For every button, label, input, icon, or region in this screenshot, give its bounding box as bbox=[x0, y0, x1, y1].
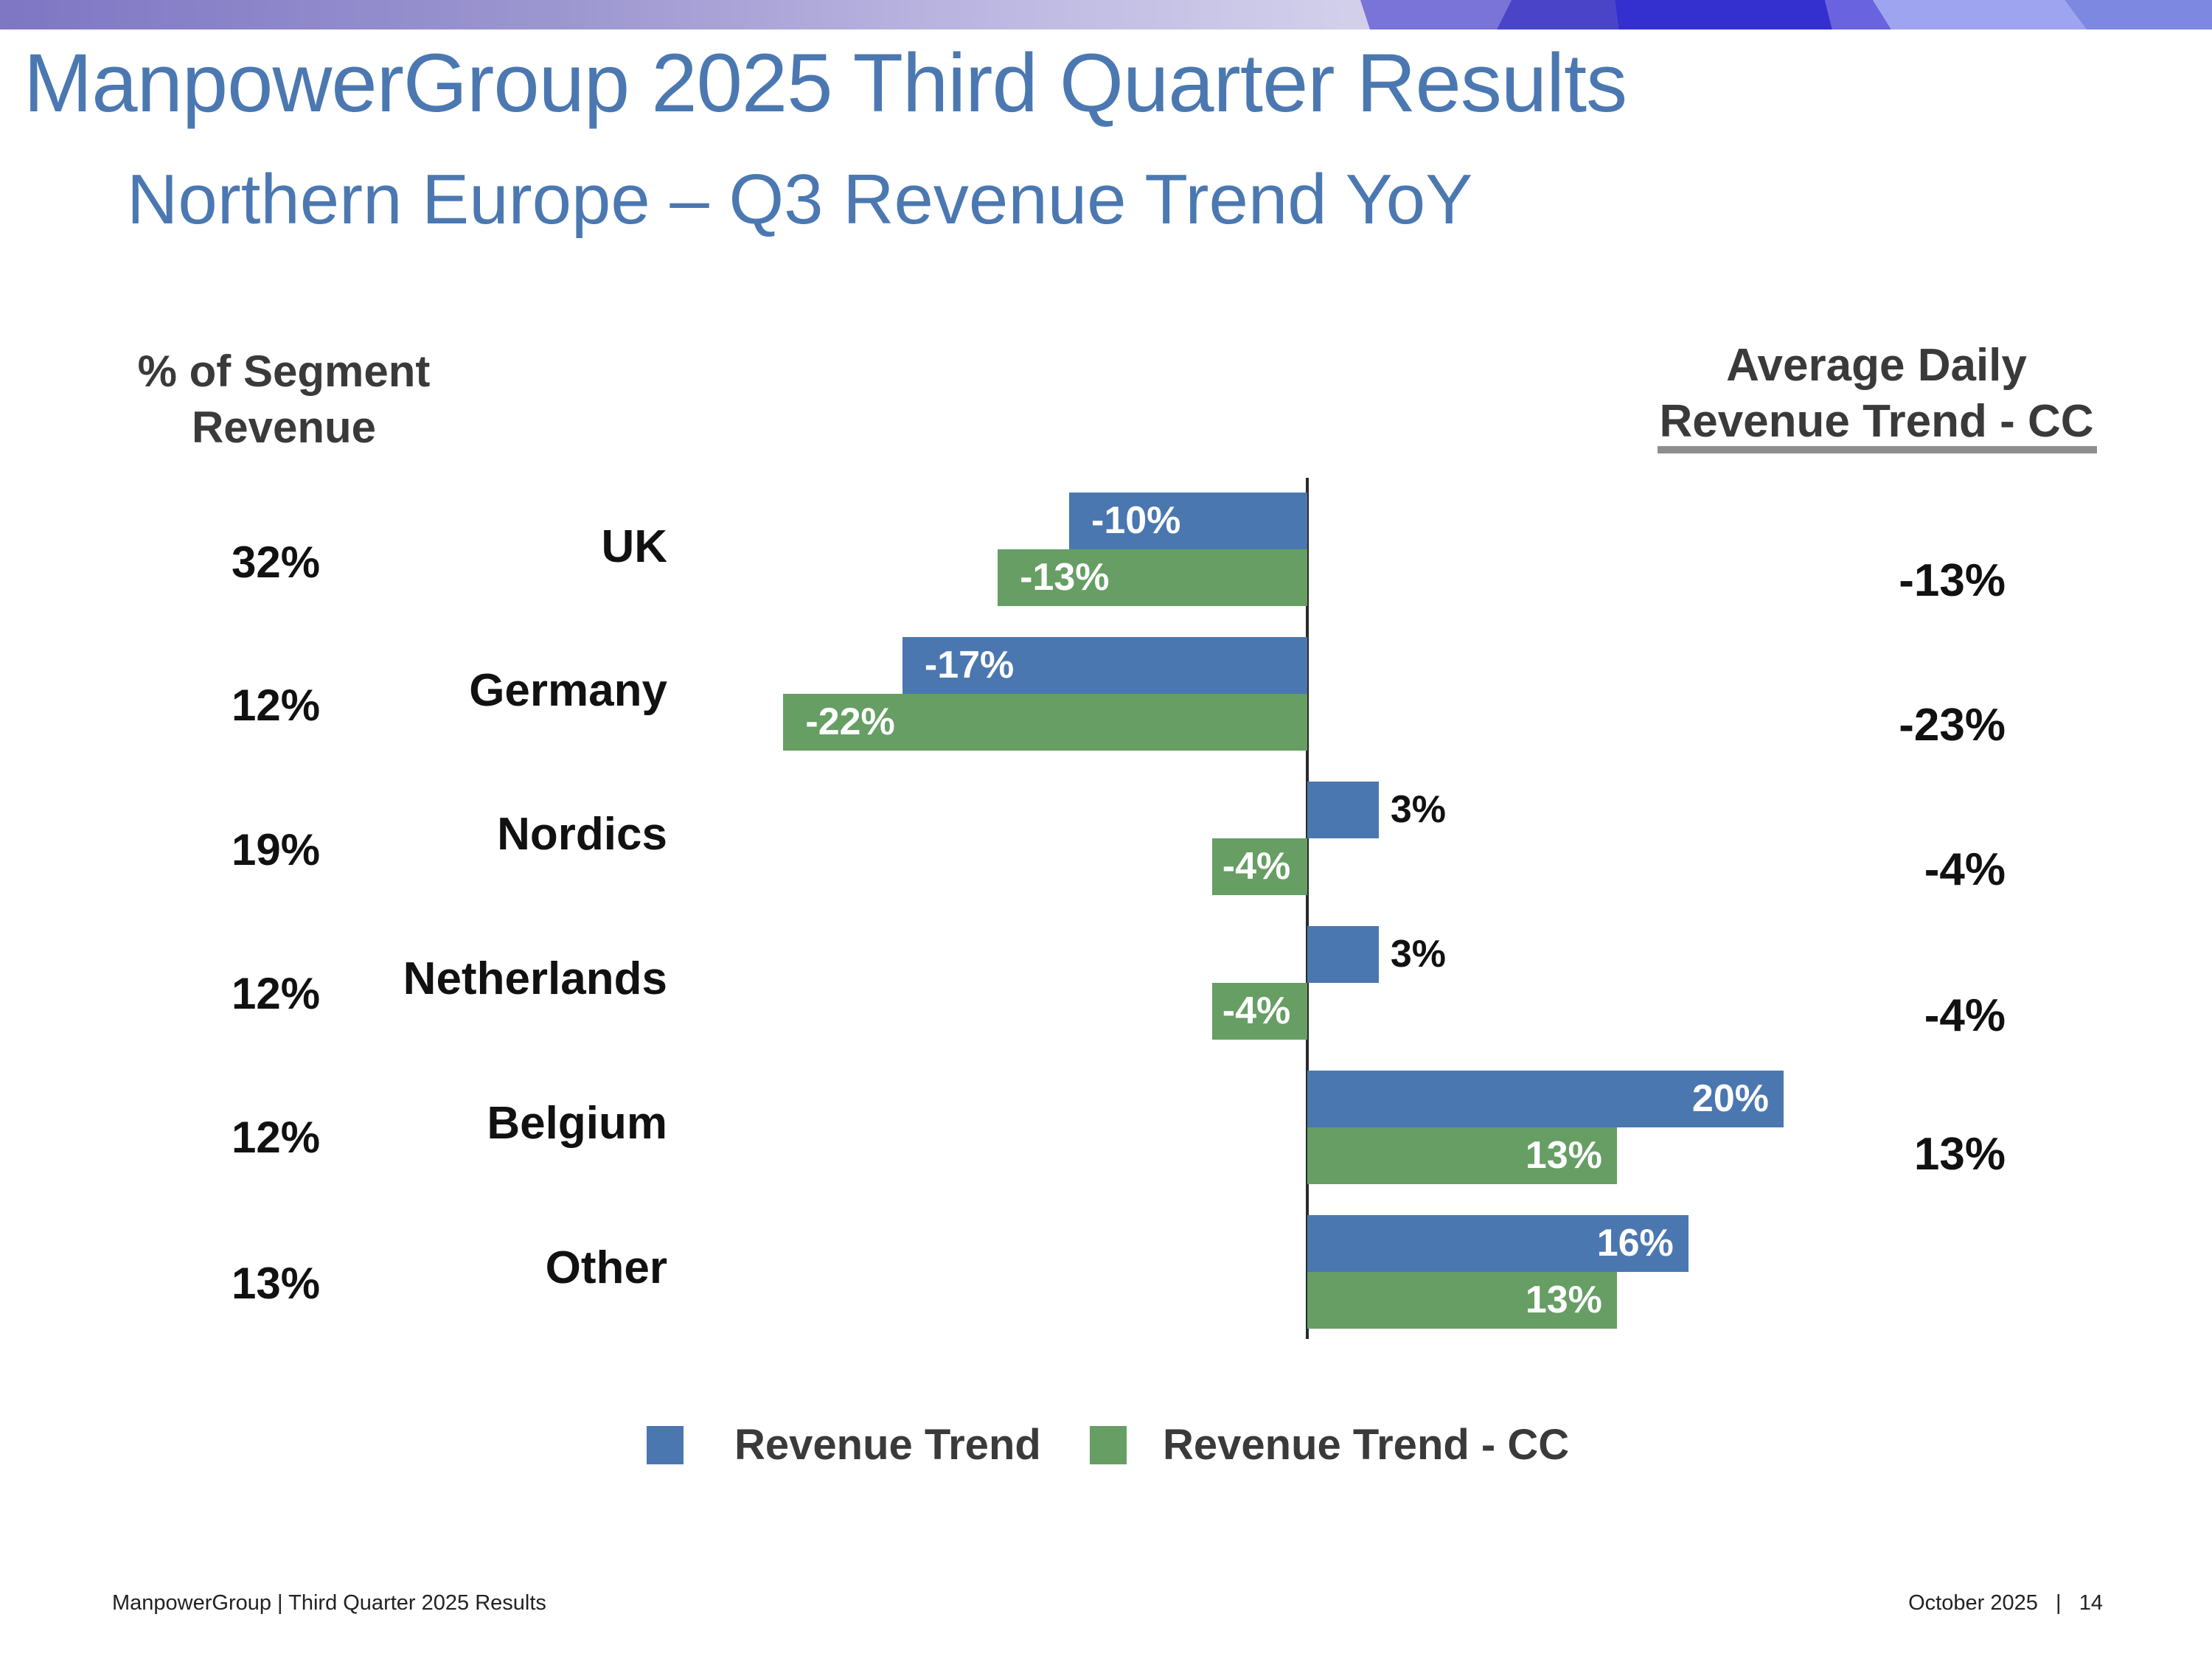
adr-cc-value-germany: -23% bbox=[1899, 700, 2006, 751]
data-label-revenue-trend-cc-belgium: 13% bbox=[1525, 1134, 1602, 1177]
zero-axis-line bbox=[1306, 478, 1309, 1339]
category-label-uk: UK bbox=[601, 521, 667, 572]
data-label-revenue-trend-netherlands: 3% bbox=[1390, 933, 1447, 975]
legend-label-revenue-trend: Revenue Trend bbox=[734, 1421, 1041, 1469]
data-label-revenue-trend-cc-uk: -13% bbox=[1020, 556, 1110, 599]
legend-swatch-revenue-trend bbox=[647, 1426, 684, 1464]
bar-revenue-trend-other bbox=[1307, 1215, 1688, 1272]
segment-pct-germany: 12% bbox=[231, 681, 321, 730]
header-band bbox=[0, 0, 2212, 29]
category-label-belgium: Belgium bbox=[487, 1098, 667, 1149]
adr-cc-value-belgium: 13% bbox=[1913, 1129, 2006, 1180]
bar-revenue-trend-cc-netherlands bbox=[1211, 983, 1307, 1040]
bar-revenue-trend-cc-germany bbox=[783, 694, 1307, 751]
bar-revenue-trend-nordics bbox=[1307, 782, 1379, 838]
category-label-germany: Germany bbox=[469, 665, 667, 716]
footer-right: October 2025 | 14 bbox=[1908, 1591, 2103, 1615]
bar-revenue-trend-germany bbox=[902, 637, 1307, 694]
data-label-revenue-trend-belgium: 20% bbox=[1691, 1077, 1769, 1120]
segment-pct-netherlands: 12% bbox=[231, 969, 321, 1018]
segment-pct-other: 13% bbox=[231, 1259, 321, 1308]
data-label-revenue-trend-cc-netherlands: -4% bbox=[1222, 990, 1291, 1032]
segment-revenue-header: % of Segment Revenue bbox=[103, 344, 465, 456]
adr-cc-value-nordics: -4% bbox=[1924, 844, 2006, 895]
data-label-revenue-trend-uk: -10% bbox=[1091, 499, 1181, 542]
adr-cc-value-netherlands: -4% bbox=[1924, 990, 2006, 1041]
data-label-revenue-trend-cc-nordics: -4% bbox=[1222, 845, 1291, 888]
legend-label-revenue-trend-cc: Revenue Trend - CC bbox=[1163, 1421, 1570, 1469]
segment-pct-uk: 32% bbox=[231, 538, 321, 587]
adr-header-line-1: Average Daily bbox=[1726, 340, 2027, 391]
page-subtitle: Northern Europe – Q3 Revenue Trend YoY bbox=[127, 160, 1473, 239]
adr-header-underline bbox=[1658, 446, 2097, 453]
segment-pct-belgium: 12% bbox=[231, 1113, 321, 1162]
footer-left: ManpowerGroup | Third Quarter 2025 Resul… bbox=[112, 1591, 546, 1615]
bar-revenue-trend-uk bbox=[1069, 493, 1307, 549]
legend-swatch-revenue-trend-cc bbox=[1090, 1426, 1127, 1464]
category-label-other: Other bbox=[545, 1242, 667, 1293]
data-label-revenue-trend-nordics: 3% bbox=[1390, 788, 1447, 831]
data-label-revenue-trend-other: 16% bbox=[1596, 1222, 1674, 1265]
header-band-decoration bbox=[1360, 0, 2212, 29]
bar-revenue-trend-cc-belgium bbox=[1307, 1127, 1617, 1184]
adr-cc-value-uk: -13% bbox=[1899, 555, 2006, 606]
adr-header-line-2: Revenue Trend - CC bbox=[1659, 396, 2094, 447]
bar-revenue-trend-cc-other bbox=[1307, 1272, 1617, 1329]
page-title: ManpowerGroup 2025 Third Quarter Results bbox=[24, 37, 1627, 129]
bar-revenue-trend-belgium bbox=[1307, 1071, 1784, 1127]
bar-revenue-trend-cc-nordics bbox=[1211, 838, 1307, 895]
bar-revenue-trend-cc-uk bbox=[998, 549, 1307, 606]
segment-header-line-1: % of Segment bbox=[137, 347, 431, 396]
segment-header-line-2: Revenue bbox=[191, 403, 377, 452]
segment-pct-nordics: 19% bbox=[231, 825, 321, 874]
category-label-nordics: Nordics bbox=[497, 809, 667, 860]
data-label-revenue-trend-germany: -17% bbox=[924, 644, 1015, 686]
data-label-revenue-trend-cc-germany: -22% bbox=[805, 700, 895, 743]
adr-header: Average Daily Revenue Trend - CC bbox=[1644, 338, 2109, 450]
bar-revenue-trend-netherlands bbox=[1307, 926, 1379, 983]
data-label-revenue-trend-cc-other: 13% bbox=[1525, 1279, 1602, 1321]
category-label-netherlands: Netherlands bbox=[403, 953, 667, 1004]
